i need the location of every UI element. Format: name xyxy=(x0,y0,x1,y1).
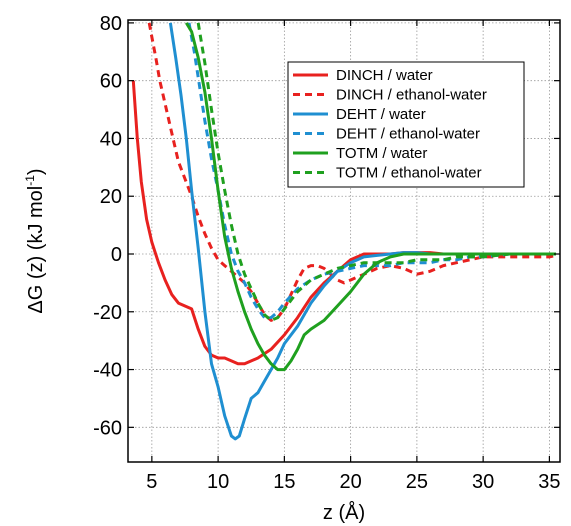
y-axis-title-close: ) xyxy=(25,168,47,175)
legend-label: TOTM / ethanol-water xyxy=(336,165,482,182)
y-tick-label: -60 xyxy=(93,417,122,439)
series-lines xyxy=(131,22,557,441)
y-tick-labels: -60 -40 -20 0 20 40 60 80 xyxy=(93,13,122,439)
y-tick-label: 20 xyxy=(100,186,122,208)
series-line-totm-water xyxy=(185,22,556,372)
x-tick-label: 15 xyxy=(273,471,295,493)
y-axis-title-exponent: -1 xyxy=(23,175,37,186)
y-axis-title: ΔG (z) (kJ mol-1) xyxy=(23,168,47,313)
y-tick-label: 0 xyxy=(111,244,122,266)
legend: DINCH / water DINCH / ethanol-water DEHT /… xyxy=(287,61,525,188)
series-line-dinch-ethanol-water xyxy=(147,22,557,322)
y-axis-title-main: ΔG (z) (kJ mol xyxy=(25,186,47,314)
x-tick-label: 10 xyxy=(207,471,229,493)
legend-label: DEHT / water xyxy=(336,106,426,123)
x-tick-label: 20 xyxy=(340,471,362,493)
x-tick-label: 5 xyxy=(146,471,157,493)
axis-ticks xyxy=(128,20,560,462)
y-tick-label: 40 xyxy=(100,128,122,150)
legend-box xyxy=(287,61,525,188)
y-tick-label: 60 xyxy=(100,71,122,93)
x-tick-label: 25 xyxy=(406,471,428,493)
legend-label: DINCH / water xyxy=(336,67,433,84)
x-tick-label: 35 xyxy=(538,471,560,493)
x-tick-label: 30 xyxy=(472,471,494,493)
legend-label: TOTM / water xyxy=(336,145,427,162)
plot-frame xyxy=(127,19,561,463)
series-line-totm-ethanol-water xyxy=(196,22,556,322)
y-tick-label: -20 xyxy=(93,302,122,324)
x-axis-title: z (Å) xyxy=(323,501,365,524)
y-tick-label: -40 xyxy=(93,360,122,382)
x-tick-labels: 5 10 15 20 25 30 35 xyxy=(146,471,560,493)
y-tick-label: 80 xyxy=(100,13,122,35)
legend-label: DEHT / ethanol-water xyxy=(336,126,480,143)
legend-label: DINCH / ethanol-water xyxy=(336,87,487,104)
